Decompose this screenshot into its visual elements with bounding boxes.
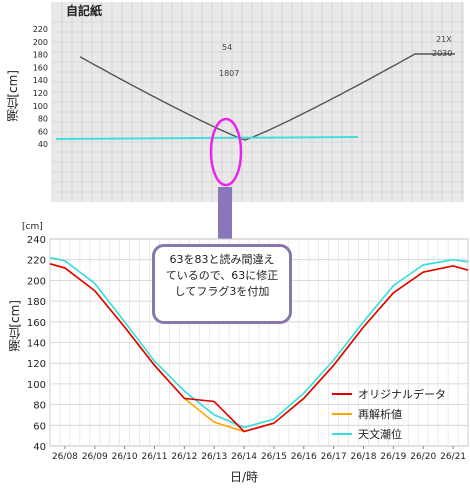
x-tick-label: 26/16	[291, 452, 317, 462]
y-tick-label: 220	[27, 256, 46, 267]
y-tick-label: 180	[27, 297, 46, 308]
y-tick-label: 60	[33, 421, 46, 432]
y-tick-label: 200	[27, 276, 46, 287]
legend-label: 再解析値	[358, 407, 402, 421]
paper-tick-label: 40	[38, 140, 48, 149]
x-tick-label: 26/17	[321, 452, 347, 462]
y-tick-label: 240	[27, 235, 46, 246]
paper-tick-label: 180	[33, 51, 48, 60]
y-tick-label: 140	[27, 339, 46, 350]
paper-annotation: 21X	[436, 35, 452, 44]
x-tick-label: 26/09	[82, 452, 108, 462]
paper-tick-label: 160	[33, 63, 48, 72]
series-line	[49, 256, 469, 429]
x-tick-label: 26/11	[142, 452, 168, 462]
paper-tick-label: 220	[33, 25, 48, 34]
chart-series	[49, 256, 469, 433]
x-tick-label: 26/14	[231, 452, 257, 462]
paper-tick-label: 80	[38, 115, 48, 124]
x-tick-label: 26/12	[171, 452, 197, 462]
callout-line: ているので、63に修正	[165, 269, 279, 282]
paper-tick-labels: 220 200 180 160 140 120 100 80 60 40	[33, 25, 48, 149]
paper-annotation: 54	[222, 43, 232, 52]
highlight-ellipse	[209, 117, 243, 187]
y-tick-label: 40	[33, 442, 46, 453]
x-tick-label: 26/08	[52, 452, 78, 462]
callout-line: してフラグ3を付加	[174, 285, 270, 298]
paper-tick-label: 120	[33, 89, 48, 98]
paper-grid	[51, 2, 464, 202]
recording-paper-title: 自記紙	[66, 4, 103, 18]
x-tick-label: 26/13	[201, 452, 227, 462]
y-tick-label: 80	[33, 401, 46, 412]
x-tick-label: 26/10	[112, 452, 138, 462]
x-tick-label: 26/19	[380, 452, 406, 462]
chart-y-ticks: 40 60 80 100 120 140 160 180 200 220 240	[27, 235, 46, 453]
x-tick-label: 26/20	[410, 452, 436, 462]
paper-tide-trace	[79, 53, 455, 141]
chart-unit-label: [cm]	[22, 222, 43, 232]
paper-annotation: 2030	[432, 49, 452, 58]
paper-tick-label: 140	[33, 76, 48, 85]
y-tick-label: 120	[27, 359, 46, 370]
paper-annotation: 1807	[219, 69, 239, 78]
x-tick-label: 26/15	[261, 452, 287, 462]
callout-line: 63を83と読み間違え	[169, 253, 275, 266]
x-tick-label: 26/18	[351, 452, 377, 462]
y-tick-label: 160	[27, 318, 46, 329]
chart-x-axis-label: 日/時	[230, 470, 259, 484]
chart-x-ticks: 26/08 26/09 26/10 26/11 26/12 26/13 26/14 26/15…	[52, 446, 466, 462]
paper-reference-line	[55, 136, 359, 140]
legend-label: オリジナルデータ	[358, 387, 446, 401]
paper-tick-label: 60	[38, 127, 48, 136]
x-tick-label: 26/21	[440, 452, 466, 462]
legend-label: 天文潮位	[358, 427, 402, 441]
series-line	[49, 263, 469, 433]
paper-tick-label: 200	[33, 38, 48, 47]
paper-tick-label: 100	[33, 102, 48, 111]
correction-callout: 63を83と読み間違え ているので、63に修正 してフラグ3を付加	[152, 244, 292, 324]
y-tick-label: 100	[27, 380, 46, 391]
